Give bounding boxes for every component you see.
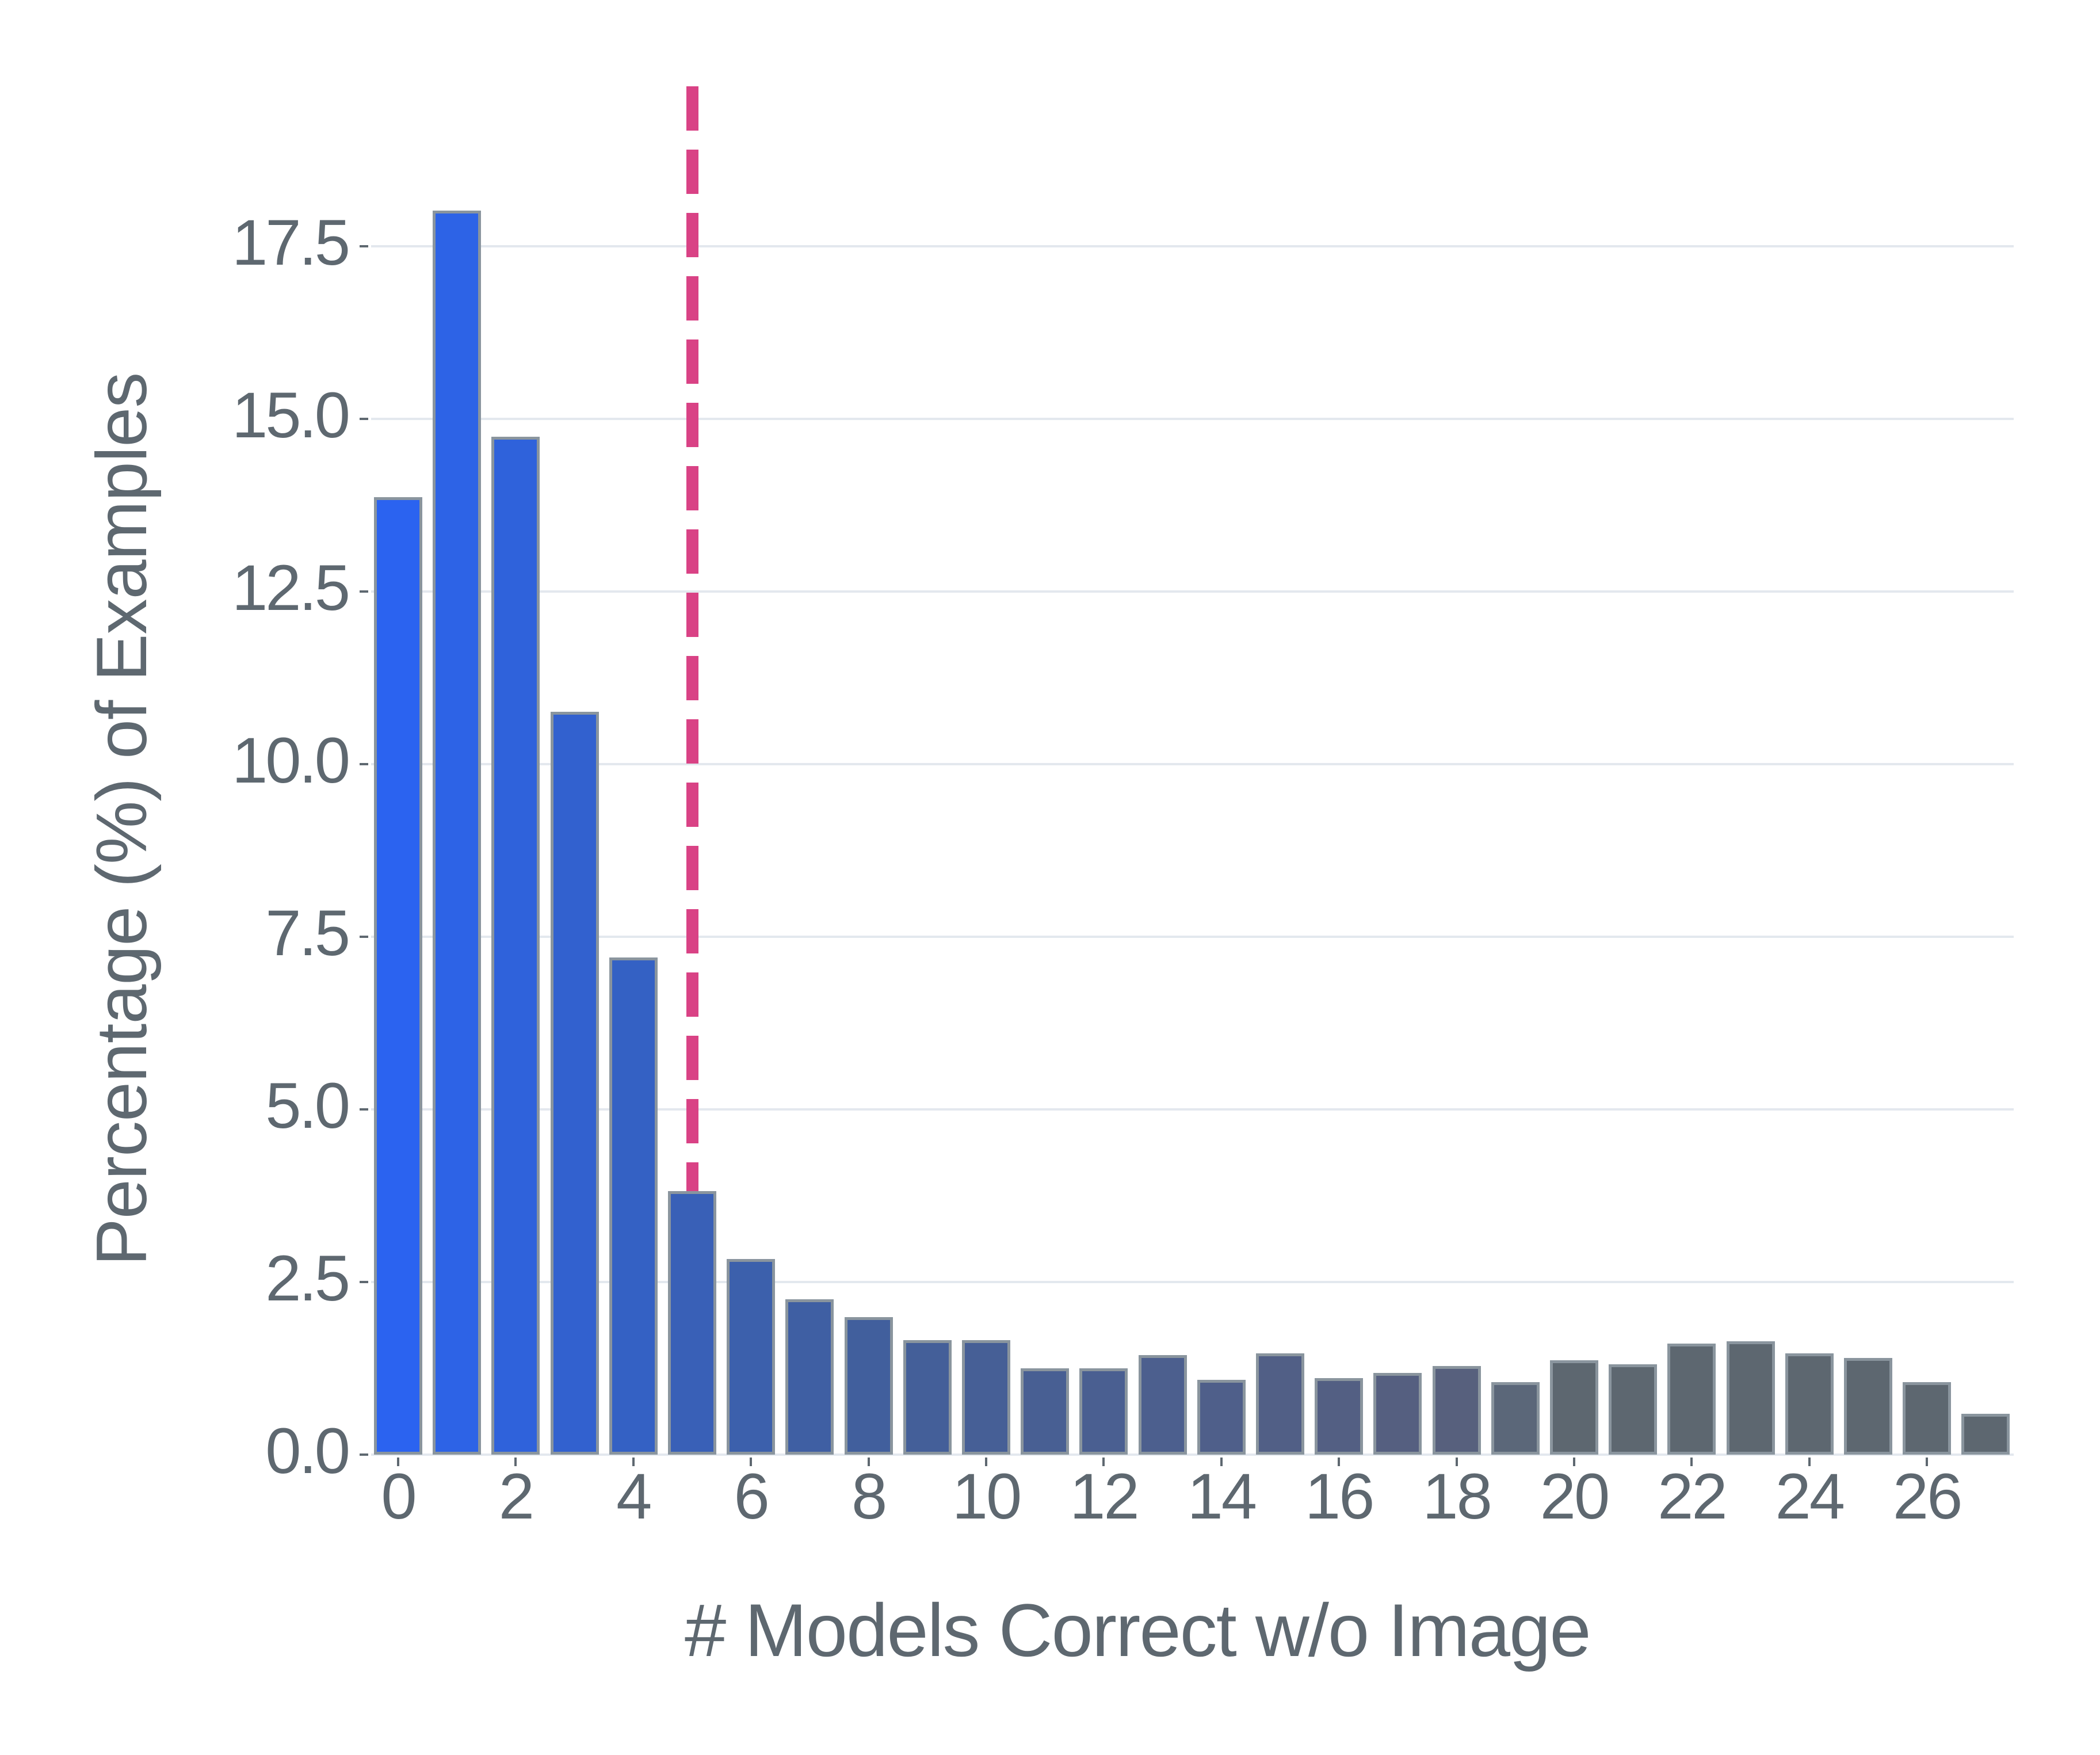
y-tick-mark bbox=[360, 1453, 368, 1456]
gridline bbox=[371, 1281, 2014, 1283]
x-tick-mark bbox=[632, 1458, 635, 1466]
gridline bbox=[371, 245, 2014, 247]
y-tick-mark bbox=[360, 590, 368, 593]
x-tick-label: 10 bbox=[952, 1460, 1022, 1532]
y-tick-mark bbox=[360, 245, 368, 247]
bar-2 bbox=[491, 437, 540, 1455]
y-tick-label: 2.5 bbox=[265, 1242, 350, 1314]
x-tick-mark bbox=[867, 1458, 870, 1466]
y-tick-mark bbox=[360, 763, 368, 765]
bar-13 bbox=[1138, 1355, 1187, 1455]
y-tick-label: 15.0 bbox=[232, 379, 350, 451]
x-tick-mark bbox=[750, 1458, 753, 1466]
y-tick-label: 10.0 bbox=[232, 724, 350, 796]
bar-3 bbox=[550, 711, 599, 1455]
bar-21 bbox=[1609, 1364, 1658, 1455]
bar-14 bbox=[1197, 1380, 1246, 1455]
x-tick-mark bbox=[397, 1458, 399, 1466]
bar-10 bbox=[962, 1340, 1010, 1455]
x-tick-mark bbox=[1220, 1458, 1223, 1466]
gridline bbox=[371, 1453, 2014, 1456]
x-tick-mark bbox=[1926, 1458, 1929, 1466]
bar-1 bbox=[433, 210, 482, 1455]
bar-0 bbox=[374, 497, 422, 1455]
x-tick-mark bbox=[1808, 1458, 1811, 1466]
x-tick-mark bbox=[985, 1458, 987, 1466]
y-tick-mark bbox=[360, 936, 368, 938]
bar-8 bbox=[844, 1317, 893, 1455]
bar-23 bbox=[1726, 1341, 1775, 1455]
gridline bbox=[371, 763, 2014, 765]
y-tick-label: 12.5 bbox=[232, 552, 350, 624]
y-tick-label: 0.0 bbox=[265, 1415, 350, 1487]
y-tick-label: 17.5 bbox=[232, 207, 350, 278]
bar-11 bbox=[1021, 1368, 1070, 1455]
x-axis-title: # Models Correct w/o Image bbox=[685, 1588, 1591, 1672]
bar-15 bbox=[1256, 1353, 1304, 1455]
bar-25 bbox=[1844, 1358, 1892, 1455]
gridline bbox=[371, 936, 2014, 938]
bar-6 bbox=[727, 1259, 776, 1455]
bar-22 bbox=[1667, 1343, 1716, 1455]
x-tick-label: 20 bbox=[1540, 1460, 1610, 1532]
bar-24 bbox=[1785, 1353, 1834, 1455]
y-tick-mark bbox=[360, 1281, 368, 1283]
bar-12 bbox=[1079, 1368, 1128, 1455]
x-tick-label: 2 bbox=[498, 1460, 534, 1532]
y-tick-label: 5.0 bbox=[265, 1070, 350, 1142]
x-tick-label: 6 bbox=[734, 1460, 770, 1532]
x-tick-label: 24 bbox=[1775, 1460, 1846, 1532]
bar-16 bbox=[1315, 1378, 1364, 1455]
bar-5 bbox=[668, 1191, 716, 1455]
x-tick-label: 26 bbox=[1892, 1460, 1963, 1532]
x-tick-mark bbox=[1455, 1458, 1458, 1466]
x-tick-label: 14 bbox=[1187, 1460, 1258, 1532]
y-axis-title: Percentage (%) of Examples bbox=[82, 372, 162, 1266]
bar-18 bbox=[1432, 1366, 1481, 1455]
bar-9 bbox=[903, 1340, 952, 1455]
x-tick-label: 12 bbox=[1070, 1460, 1140, 1532]
x-tick-mark bbox=[514, 1458, 517, 1466]
y-tick-mark bbox=[360, 1108, 368, 1111]
x-tick-label: 18 bbox=[1422, 1460, 1492, 1532]
gridline bbox=[371, 1108, 2014, 1111]
bar-7 bbox=[785, 1299, 834, 1455]
x-tick-label: 22 bbox=[1658, 1460, 1728, 1532]
bar-17 bbox=[1373, 1373, 1422, 1455]
x-tick-mark bbox=[1690, 1458, 1693, 1466]
y-tick-label: 7.5 bbox=[265, 897, 350, 969]
x-tick-label: 16 bbox=[1304, 1460, 1375, 1532]
x-tick-mark bbox=[1573, 1458, 1575, 1466]
bar-4 bbox=[609, 957, 658, 1455]
gridline bbox=[371, 590, 2014, 593]
x-tick-label: 8 bbox=[851, 1460, 887, 1532]
x-tick-label: 4 bbox=[616, 1460, 652, 1532]
bar-26 bbox=[1903, 1382, 1952, 1455]
y-tick-mark bbox=[360, 418, 368, 420]
threshold-dashed-line bbox=[686, 86, 698, 1455]
bar-27 bbox=[1961, 1414, 2010, 1455]
bar-19 bbox=[1491, 1382, 1540, 1455]
x-tick-mark bbox=[1338, 1458, 1341, 1466]
gridline bbox=[371, 418, 2014, 420]
x-tick-mark bbox=[1102, 1458, 1105, 1466]
bar-20 bbox=[1550, 1360, 1598, 1455]
x-tick-label: 0 bbox=[381, 1460, 417, 1532]
